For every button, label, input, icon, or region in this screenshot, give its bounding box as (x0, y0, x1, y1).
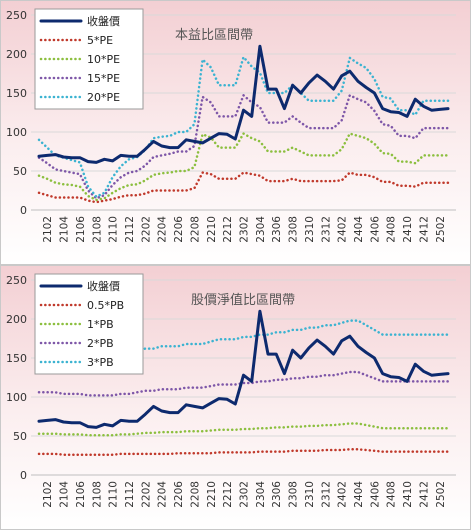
x-tick-label: 2206 (173, 216, 185, 243)
x-tick-label: 2106 (75, 481, 87, 508)
legend-label: 20*PE (87, 91, 120, 104)
x-tick-label: 2108 (91, 216, 103, 243)
y-tick-label: 200 (6, 313, 27, 326)
x-tick-label: 2404 (353, 216, 365, 243)
x-tick-label: 2206 (173, 481, 185, 508)
x-tick-label: 2410 (402, 216, 414, 243)
x-tick-label: 2110 (108, 481, 120, 508)
series-line-1 (37, 171, 450, 204)
legend-label: 15*PE (87, 72, 120, 85)
y-tick-label: 150 (6, 87, 27, 100)
x-tick-label: 2106 (75, 216, 87, 243)
chart-title: 本益比區間帶 (175, 28, 253, 43)
x-tick-label: 2310 (304, 481, 316, 508)
x-tick-label: 2104 (59, 216, 71, 243)
x-tick-label: 2304 (255, 216, 267, 243)
x-tick-label: 2308 (288, 481, 300, 508)
x-tick-label: 2412 (418, 216, 430, 243)
x-tick-label: 2202 (140, 481, 152, 508)
y-tick-label: 100 (6, 126, 27, 139)
x-tick-label: 2204 (157, 481, 169, 508)
x-tick-label: 2204 (157, 216, 169, 243)
x-tick-label: 2308 (288, 216, 300, 243)
x-tick-label: 2208 (189, 481, 201, 508)
legend-label: 5*PE (87, 34, 113, 47)
x-tick-label: 2306 (271, 216, 283, 243)
legend-label: 收盤價 (87, 279, 120, 293)
chart-title: 股價淨值比區間帶 (191, 292, 295, 308)
x-tick-label: 2302 (239, 481, 251, 508)
x-tick-label: 2104 (59, 481, 71, 508)
legend-label: 10*PE (87, 53, 120, 66)
series-line-0 (37, 309, 450, 429)
legend-label: 0.5*PB (87, 299, 124, 312)
x-tick-label: 2312 (320, 481, 332, 508)
y-tick-label: 250 (6, 274, 27, 287)
series-line-3 (37, 94, 450, 200)
x-tick-label: 2102 (42, 481, 54, 508)
y-tick-label: 50 (13, 430, 27, 443)
x-tick-label: 2302 (239, 216, 251, 243)
x-tick-label: 2210 (206, 481, 218, 508)
series-line-3 (37, 370, 450, 397)
x-tick-label: 2210 (206, 216, 218, 243)
legend-label: 1*PB (87, 318, 114, 331)
x-tick-label: 2208 (189, 216, 201, 243)
pb-band-chart: 0 50 100 150 200 250 2102 2104 2106 2108 2110 2112 2… (0, 265, 471, 530)
x-tick-label: 2410 (402, 481, 414, 508)
x-tick-label: 2202 (140, 216, 152, 243)
x-tick-label: 2402 (337, 216, 349, 243)
y-tick-label: 0 (20, 204, 27, 217)
series-line-4 (37, 55, 450, 198)
x-tick-label: 2212 (222, 216, 234, 243)
x-tick-label: 2306 (271, 481, 283, 508)
x-tick-label: 2502 (435, 481, 447, 508)
x-tick-label: 2310 (304, 216, 316, 243)
x-tick-label: 2406 (369, 216, 381, 243)
x-tick-label: 2408 (386, 481, 398, 508)
y-tick-label: 200 (6, 48, 27, 61)
x-tick-label: 2312 (320, 216, 332, 243)
x-tick-label: 2304 (255, 481, 267, 508)
x-tick-label: 2408 (386, 216, 398, 243)
series-line-2 (37, 132, 450, 202)
legend-label: 2*PB (87, 337, 114, 350)
x-tick-label: 2412 (418, 481, 430, 508)
y-tick-label: 50 (13, 165, 27, 178)
series-line-1 (37, 448, 450, 456)
x-tick-label: 2108 (91, 481, 103, 508)
x-tick-label: 2112 (124, 481, 136, 508)
y-tick-label: 100 (6, 391, 27, 404)
legend-label: 3*PB (87, 356, 114, 369)
x-tick-label: 2406 (369, 481, 381, 508)
pe-band-chart-svg: 0 50 100 150 200 250 2102 2104 2106 2108 2110 2112 2… (1, 1, 470, 264)
pe-band-chart: 0 50 100 150 200 250 2102 2104 2106 2108 2110 2112 2… (0, 0, 471, 265)
y-tick-label: 250 (6, 9, 27, 22)
x-tick-label: 2212 (222, 481, 234, 508)
y-tick-label: 0 (20, 469, 27, 482)
series-line-0 (37, 44, 450, 164)
series-line-2 (37, 422, 450, 437)
x-tick-label: 2404 (353, 481, 365, 508)
y-tick-label: 150 (6, 352, 27, 365)
x-tick-label: 2102 (42, 216, 54, 243)
legend-label: 收盤價 (87, 14, 120, 28)
pb-band-chart-svg: 0 50 100 150 200 250 2102 2104 2106 2108 2110 2112 2… (1, 266, 470, 529)
x-tick-label: 2112 (124, 216, 136, 243)
x-tick-label: 2402 (337, 481, 349, 508)
x-tick-label: 2502 (435, 216, 447, 243)
x-tick-label: 2110 (108, 216, 120, 243)
